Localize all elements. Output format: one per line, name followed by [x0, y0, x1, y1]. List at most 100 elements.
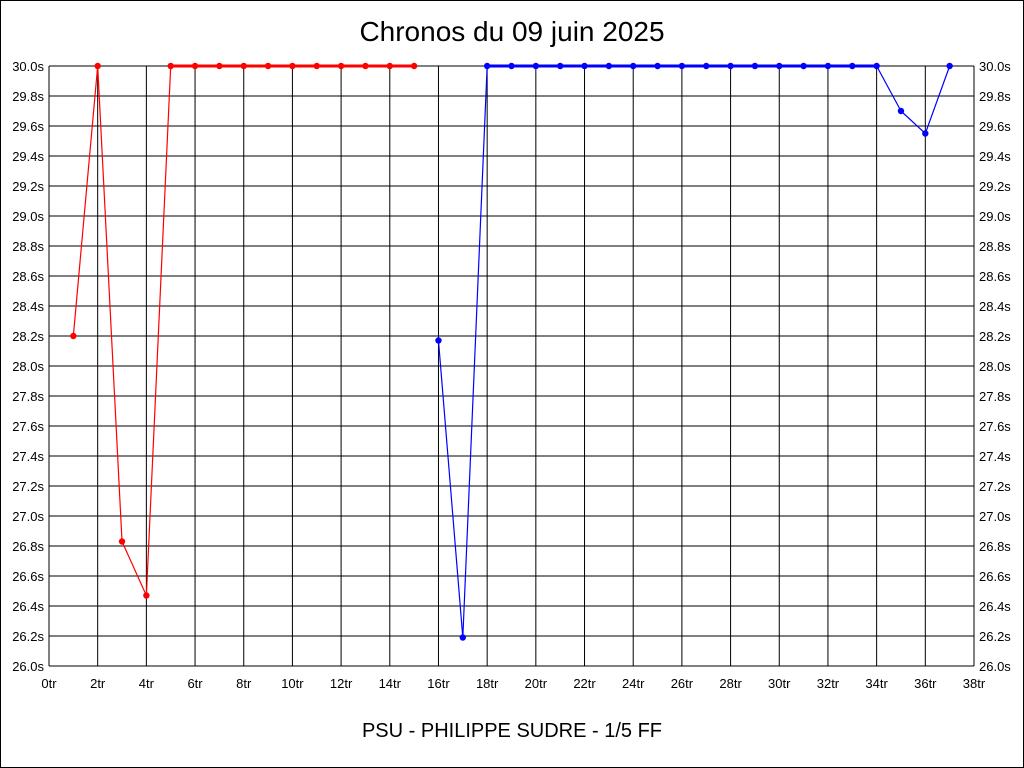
series-1-point	[410, 62, 418, 70]
y-tick-label-right: 28.2s	[979, 329, 1011, 344]
series-2-segment	[437, 340, 464, 638]
x-tick-label: 28tr	[719, 676, 742, 691]
series-2-point	[873, 62, 880, 70]
series-1-point	[386, 62, 393, 70]
y-tick-label-right: 27.6s	[979, 419, 1011, 434]
y-tick-label-right: 26.2s	[979, 629, 1011, 644]
series-2-point	[532, 62, 540, 70]
y-tick-label-left: 29.6s	[12, 119, 44, 134]
y-tick-label-right: 29.8s	[979, 89, 1011, 104]
series-2-point	[581, 62, 588, 70]
series-2-point	[435, 337, 442, 344]
series-2-point	[630, 62, 637, 70]
chart-title: Chronos du 09 juin 2025	[359, 16, 665, 47]
chart-footer: PSU - PHILIPPE SUDRE - 1/5 FF	[361, 720, 663, 742]
y-tick-label-right: 28.0s	[979, 359, 1011, 374]
series-2-point	[922, 130, 929, 137]
series-1-point	[216, 62, 223, 70]
y-tick-label-right: 27.0s	[979, 509, 1011, 524]
y-tick-label-left: 29.0s	[12, 209, 44, 224]
x-tick-label: 20tr	[525, 676, 548, 691]
series-1-segment	[145, 65, 172, 596]
x-tick-label: 6tr	[187, 676, 203, 691]
y-tick-label-right: 26.6s	[979, 569, 1011, 584]
series-1-point	[70, 332, 77, 340]
x-tick-label: 18tr	[476, 676, 499, 691]
y-tick-label-right: 27.2s	[979, 479, 1011, 494]
x-tick-label: 22tr	[573, 676, 596, 691]
series-2-point	[556, 62, 564, 70]
y-tick-label-right: 27.8s	[979, 389, 1011, 404]
x-tick-label: 0tr	[41, 676, 57, 691]
x-tick-label: 24tr	[622, 676, 645, 691]
x-tick-label: 32tr	[817, 676, 840, 691]
series-2-point	[703, 62, 710, 70]
series-2-point	[824, 62, 832, 70]
y-tick-label-left: 27.0s	[12, 509, 44, 524]
series-2-point	[849, 62, 856, 70]
series-2-segment	[876, 65, 902, 112]
x-tick-label: 12tr	[330, 676, 353, 691]
series-2-point	[751, 62, 759, 70]
y-tick-label-left: 27.8s	[12, 389, 44, 404]
series-2-point	[897, 107, 905, 115]
series-2-point	[605, 62, 613, 70]
y-tick-label-left: 28.8s	[12, 239, 44, 254]
x-tick-label: 16tr	[427, 676, 450, 691]
y-tick-label-left: 26.6s	[12, 569, 44, 584]
x-tick-label: 10tr	[281, 676, 304, 691]
y-tick-label-left: 27.4s	[12, 449, 44, 464]
series-1-point	[264, 62, 272, 70]
series-2-segment	[924, 65, 951, 134]
series-1-segment	[121, 541, 147, 596]
series-1-point	[240, 62, 247, 70]
series-2-point	[727, 62, 734, 70]
series-1-segment	[97, 65, 123, 542]
y-tick-label-left: 27.6s	[12, 419, 44, 434]
series-1-point	[337, 62, 345, 70]
series-2-point	[678, 62, 686, 70]
y-tick-label-left: 29.2s	[12, 179, 44, 194]
y-tick-label-left: 26.0s	[12, 659, 44, 674]
y-tick-label-right: 28.8s	[979, 239, 1011, 254]
x-tick-label: 14tr	[379, 676, 402, 691]
y-tick-label-right: 28.4s	[979, 299, 1011, 314]
x-tick-label: 36tr	[914, 676, 937, 691]
y-tick-label-left: 26.2s	[12, 629, 44, 644]
y-tick-label-left: 29.8s	[12, 89, 44, 104]
x-tick-label: 8tr	[236, 676, 252, 691]
series-2-point	[946, 62, 953, 70]
y-tick-label-left: 28.0s	[12, 359, 44, 374]
series-1-point	[118, 538, 126, 545]
y-tick-label-left: 28.6s	[12, 269, 44, 284]
y-tick-label-left: 29.4s	[12, 149, 44, 164]
series-2-point	[483, 62, 491, 70]
y-tick-label-right: 29.0s	[979, 209, 1011, 224]
series-1-point	[167, 62, 174, 70]
series-1-segment	[72, 65, 99, 337]
y-tick-label-right: 29.6s	[979, 119, 1011, 134]
y-tick-label-left: 26.8s	[12, 539, 44, 554]
y-tick-label-right: 26.4s	[979, 599, 1011, 614]
y-tick-label-right: 26.0s	[979, 659, 1011, 674]
x-tick-label: 2tr	[90, 676, 106, 691]
series-2-segment	[900, 110, 926, 134]
x-tick-label: 38tr	[963, 676, 986, 691]
y-tick-label-left: 27.2s	[12, 479, 44, 494]
y-tick-label-left: 30.0s	[12, 59, 44, 74]
x-tick-label: 26tr	[671, 676, 694, 691]
x-tick-label: 34tr	[865, 676, 888, 691]
series-1-point	[362, 62, 369, 70]
y-tick-label-right: 27.4s	[979, 449, 1011, 464]
y-tick-label-right: 28.6s	[979, 269, 1011, 284]
y-tick-label-left: 28.2s	[12, 329, 44, 344]
series-2-point	[508, 62, 515, 70]
series-2-point	[776, 62, 783, 70]
series-2-point	[800, 62, 807, 70]
series-1-point	[94, 62, 101, 70]
y-tick-label-right: 29.2s	[979, 179, 1011, 194]
series-2-point	[459, 634, 467, 641]
y-tick-label-right: 26.8s	[979, 539, 1011, 554]
x-tick-label: 4tr	[139, 676, 155, 691]
